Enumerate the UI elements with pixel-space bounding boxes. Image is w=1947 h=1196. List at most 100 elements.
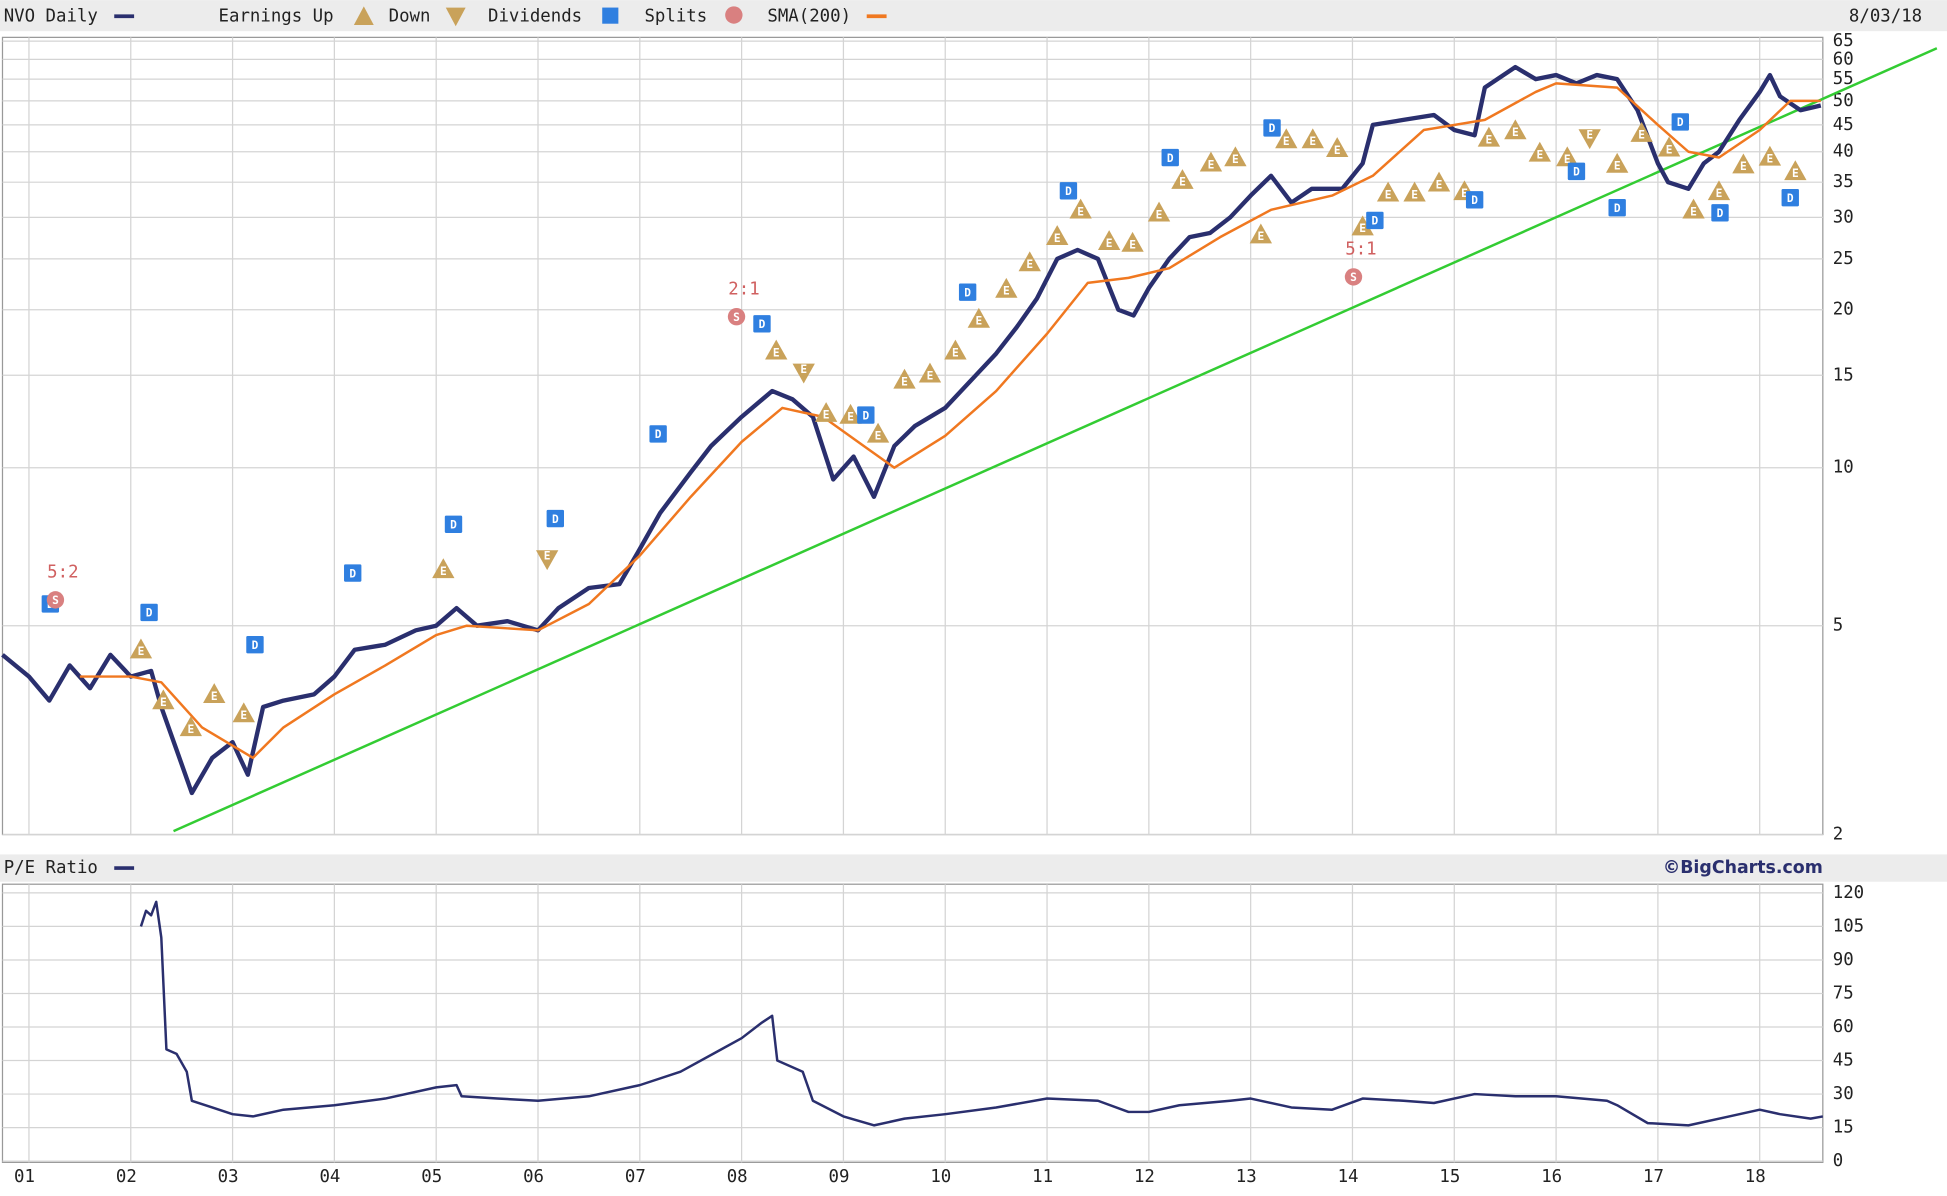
marker-text: E	[1283, 135, 1290, 148]
x-tick-label: 13	[1236, 1167, 1257, 1187]
marker-text: E	[952, 346, 959, 359]
marker-text: E	[1309, 135, 1316, 148]
y-tick-label: 30	[1833, 1084, 1854, 1104]
y-tick-label: 105	[1833, 916, 1864, 936]
dividends-event: D	[1059, 182, 1078, 200]
legend-icon	[445, 7, 466, 27]
earnings-up-marker	[814, 402, 838, 422]
earnings-up-marker	[432, 558, 455, 579]
dividends-event: D	[649, 425, 667, 443]
dividends-event: D	[344, 564, 362, 582]
earnings-up-event: E	[1504, 119, 1527, 140]
earnings-up-event: E	[814, 402, 838, 422]
earnings-up-marker	[1171, 169, 1194, 189]
marker-text: E	[544, 550, 551, 563]
y-tick-label: 15	[1833, 1118, 1854, 1138]
earnings-down-event: E	[792, 363, 815, 384]
marker-text: E	[1666, 143, 1673, 156]
x-tick-label: 11	[1032, 1167, 1053, 1187]
series-line	[1, 64, 1822, 796]
x-tick-label: 06	[523, 1167, 544, 1187]
x-tick-label: 05	[421, 1167, 442, 1187]
marker-text: E	[1638, 129, 1645, 142]
earnings-up-marker	[1504, 119, 1527, 140]
dividend-marker	[1567, 162, 1586, 181]
marker-text: D	[252, 639, 259, 652]
y-tick-label: 10	[1833, 458, 1854, 478]
splits-event: S	[1344, 268, 1363, 286]
dividend-marker	[546, 509, 564, 528]
marker-text: E	[1536, 148, 1543, 161]
legend-title: P/E Ratio	[4, 858, 98, 878]
marker-text: E	[1232, 153, 1239, 166]
earnings-up-event: E	[1046, 225, 1069, 246]
x-tick-label: 09	[829, 1167, 850, 1187]
legend-label: SMA(200)	[767, 6, 851, 26]
y-tick-label: 55	[1833, 69, 1854, 89]
series-line	[79, 82, 1821, 760]
marker-text: E	[1512, 126, 1519, 139]
y-tick-label: 60	[1833, 49, 1854, 69]
legend-icon	[602, 7, 619, 24]
marker-text: D	[1787, 192, 1794, 205]
earnings-up-marker	[1682, 198, 1705, 219]
marker-text: D	[1471, 194, 1478, 207]
marker-text: E	[1257, 230, 1264, 243]
marker-text: D	[1167, 152, 1174, 165]
y-tick-label: 75	[1833, 983, 1854, 1003]
earnings-up-marker	[1657, 136, 1681, 157]
earnings-down-event: E	[1578, 128, 1601, 150]
marker-text: D	[1677, 116, 1684, 129]
earnings-up-marker	[1199, 151, 1223, 172]
marker-text: E	[1003, 285, 1010, 298]
legend-label: Down	[389, 6, 431, 26]
marker-text: E	[1077, 205, 1084, 218]
earnings-up-marker	[765, 339, 788, 360]
split-ratio: 5:1	[1345, 240, 1376, 260]
earnings-up-event: E	[1121, 231, 1144, 252]
earnings-down-marker	[1578, 129, 1601, 150]
earnings-up-event: E	[232, 702, 255, 723]
dividends-event: D	[1567, 162, 1586, 181]
header-band	[0, 0, 1947, 32]
marker-text: D	[655, 428, 662, 441]
earnings-up-event: E	[203, 683, 226, 704]
earnings-up-marker	[866, 422, 890, 443]
credit: ©BigCharts.com	[1663, 858, 1823, 878]
marker-text: E	[138, 645, 145, 658]
dividends-event: D	[444, 515, 463, 534]
earnings-up-marker	[1477, 126, 1501, 147]
x-tick-label: 03	[218, 1167, 239, 1187]
marker-text: D	[1372, 215, 1379, 228]
marker-text: E	[1179, 176, 1186, 189]
marker-text: S	[52, 594, 59, 607]
marker-text: E	[1436, 178, 1443, 191]
marker-text: E	[975, 315, 982, 328]
y-tick-label: 45	[1833, 1051, 1854, 1071]
x-tick-label: 08	[727, 1167, 748, 1187]
earnings-up-event: E	[967, 307, 991, 328]
x-tick-label: 02	[116, 1167, 137, 1187]
marker-text: D	[1065, 185, 1072, 198]
marker-text: E	[211, 690, 218, 703]
earnings-up-marker	[1403, 181, 1426, 202]
x-tick-label: 12	[1134, 1167, 1155, 1187]
earnings-up-event: E	[1224, 146, 1247, 167]
earnings-up-marker	[1275, 128, 1298, 149]
earnings-up-event: E	[839, 403, 862, 424]
marker-text: E	[1586, 128, 1593, 141]
dividend-marker	[1161, 148, 1179, 167]
earnings-up-marker	[1069, 198, 1092, 219]
x-tick-label: 15	[1439, 1167, 1460, 1187]
y-tick-label: 40	[1833, 142, 1854, 162]
dividend-marker	[1608, 198, 1626, 217]
earnings-up-event: E	[152, 689, 175, 710]
y-tick-label: 30	[1833, 207, 1854, 227]
earnings-up-marker	[1097, 230, 1121, 251]
marker-text: E	[1054, 232, 1061, 245]
marker-text: E	[1129, 239, 1136, 252]
y-tick-label: 20	[1833, 300, 1854, 320]
earnings-up-event: E	[179, 716, 203, 737]
marker-text: D	[759, 318, 766, 331]
marker-text: D	[552, 513, 559, 526]
